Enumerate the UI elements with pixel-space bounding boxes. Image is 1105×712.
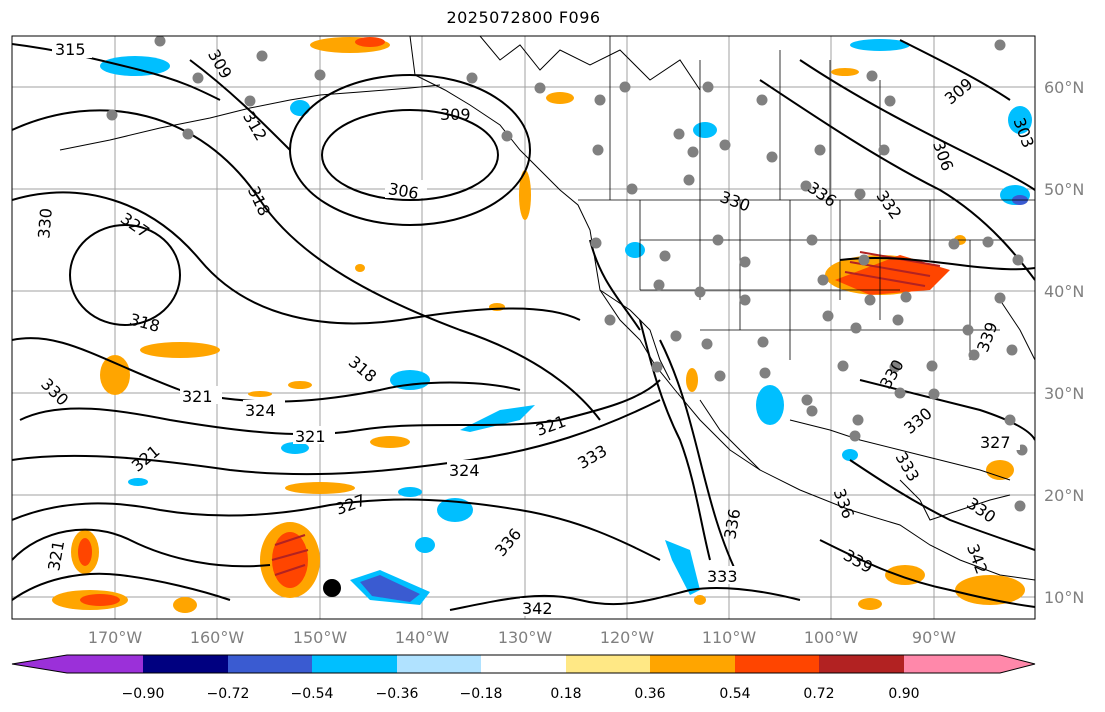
colorbar-segment: [819, 655, 904, 673]
colorbar-extend-max: [1000, 655, 1035, 673]
contour-label: 342: [522, 599, 553, 618]
contour-label: 321: [295, 427, 326, 446]
lat-tick-label: 30°N: [1044, 384, 1084, 403]
colorbar-tick-label: 0.36: [634, 686, 665, 702]
colorbar-tick-label: −0.90: [122, 686, 165, 702]
contour-label: 327: [980, 433, 1011, 452]
colorbar: [11, 654, 1036, 674]
contour-label: 330: [34, 207, 56, 239]
shaded-patches: [52, 37, 1032, 613]
colorbar-segment: [904, 655, 1000, 673]
lat-tick-label: 40°N: [1044, 282, 1084, 301]
lon-tick-label: 140°W: [395, 628, 450, 647]
storm-marker: [323, 579, 341, 597]
colorbar-tick-label: −0.36: [376, 686, 419, 702]
colorbar-segment: [566, 655, 650, 673]
colorbar-segment: [143, 655, 228, 673]
lon-tick-labels: 170°W 160°W 150°W 140°W 130°W 120°W 110°…: [88, 628, 956, 647]
lon-tick-label: 150°W: [293, 628, 348, 647]
colorbar-tick-label: −0.54: [291, 686, 334, 702]
lat-tick-label: 60°N: [1044, 78, 1084, 97]
lat-tick-label: 10°N: [1044, 588, 1084, 607]
lon-tick-label: 90°W: [912, 628, 956, 647]
colorbar-extend-min: [12, 655, 67, 673]
lon-tick-label: 130°W: [498, 628, 553, 647]
colorbar-outline: [11, 654, 1036, 674]
colorbar-tick-label: 0.72: [803, 686, 834, 702]
state-borders: [578, 36, 1035, 360]
lon-tick-label: 160°W: [190, 628, 245, 647]
lat-tick-label: 50°N: [1044, 180, 1084, 199]
station-dots: [106, 36, 1028, 512]
plot-frame: [11, 35, 1036, 620]
colorbar-segment: [650, 655, 735, 673]
contour-label: 324: [245, 401, 276, 420]
lon-tick-label: 170°W: [88, 628, 143, 647]
colorbar-segment: [735, 655, 819, 673]
colorbar-tick-label: 0.18: [550, 686, 581, 702]
lon-tick-label: 110°W: [702, 628, 757, 647]
colorbar-segment: [67, 655, 143, 673]
contour-label: 315: [55, 40, 86, 59]
colorbar-tick-label: −0.18: [460, 686, 503, 702]
colorbar-tick-label: −0.72: [207, 686, 250, 702]
colorbar-tick-label: 0.90: [888, 686, 919, 702]
contour-label: 309: [440, 105, 471, 124]
contour-label: 324: [449, 461, 480, 480]
lat-tick-label: 20°N: [1044, 486, 1084, 505]
contour-label: 321: [182, 387, 213, 406]
lon-tick-label: 120°W: [600, 628, 655, 647]
colorbar-segment: [228, 655, 312, 673]
coastlines: [59, 36, 1035, 581]
plot-area: [12, 36, 1035, 619]
colorbar-labels: −0.90 −0.72 −0.54 −0.36 −0.18 0.18 0.36 …: [122, 686, 920, 702]
lon-tick-label: 100°W: [804, 628, 859, 647]
colorbar-segment: [312, 655, 397, 673]
colorbar-tick-label: 0.54: [719, 686, 750, 702]
colorbar-segment: [397, 655, 481, 673]
map-title: 2025072800 F096: [446, 8, 601, 27]
contour-label: 333: [707, 567, 738, 586]
colorbar-segment: [481, 655, 566, 673]
lat-tick-labels: 60°N 50°N 40°N 30°N 20°N 10°N: [1044, 78, 1084, 607]
contour-lines: [12, 39, 1035, 611]
